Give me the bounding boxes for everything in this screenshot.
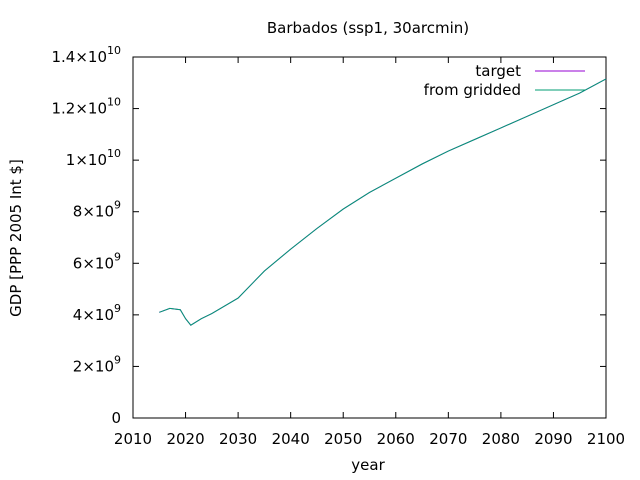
x-tick-label: 2040 xyxy=(272,430,310,448)
y-tick-label: 2×109 xyxy=(73,353,121,375)
plot-area xyxy=(132,56,607,419)
series-line-from-gridded xyxy=(159,78,607,326)
plot-frame xyxy=(132,56,607,419)
x-tick-label: 2010 xyxy=(114,430,152,448)
x-axis-ticks: 2010 2020 2030 2040 2050 2060 2070 2080 2090 2100 xyxy=(114,57,625,448)
x-tick-label: 2070 xyxy=(429,430,467,448)
series-lines xyxy=(159,78,607,326)
x-axis-title: year xyxy=(351,456,385,474)
y-axis-title: GDP [PPP 2005 Int $] xyxy=(7,159,25,317)
y-tick-label: 0 xyxy=(111,409,121,427)
y-axis-ticks: 0 2×109 4×109 6×109 8×109 1×1010 1.2×1010 1.4×1… xyxy=(51,44,606,427)
y-tick-label: 4×109 xyxy=(73,302,121,324)
x-tick-label: 2090 xyxy=(534,430,572,448)
x-tick-label: 2060 xyxy=(377,430,415,448)
y-tick-label: 1.4×1010 xyxy=(51,44,121,66)
x-tick-label: 2080 xyxy=(482,430,520,448)
x-tick-label: 2020 xyxy=(166,430,204,448)
legend-label: target xyxy=(475,62,521,80)
y-tick-label: 1.2×1010 xyxy=(51,96,121,118)
chart-title: Barbados (ssp1, 30arcmin) xyxy=(267,19,469,37)
x-tick-label: 2030 xyxy=(219,430,257,448)
x-tick-label: 2100 xyxy=(587,430,625,448)
y-tick-label: 8×109 xyxy=(73,199,121,221)
x-tick-label: 2050 xyxy=(324,430,362,448)
legend-label: from gridded xyxy=(424,81,521,99)
y-tick-label: 6×109 xyxy=(73,250,121,272)
y-tick-label: 1×1010 xyxy=(66,147,121,169)
series-line-target xyxy=(159,78,607,326)
